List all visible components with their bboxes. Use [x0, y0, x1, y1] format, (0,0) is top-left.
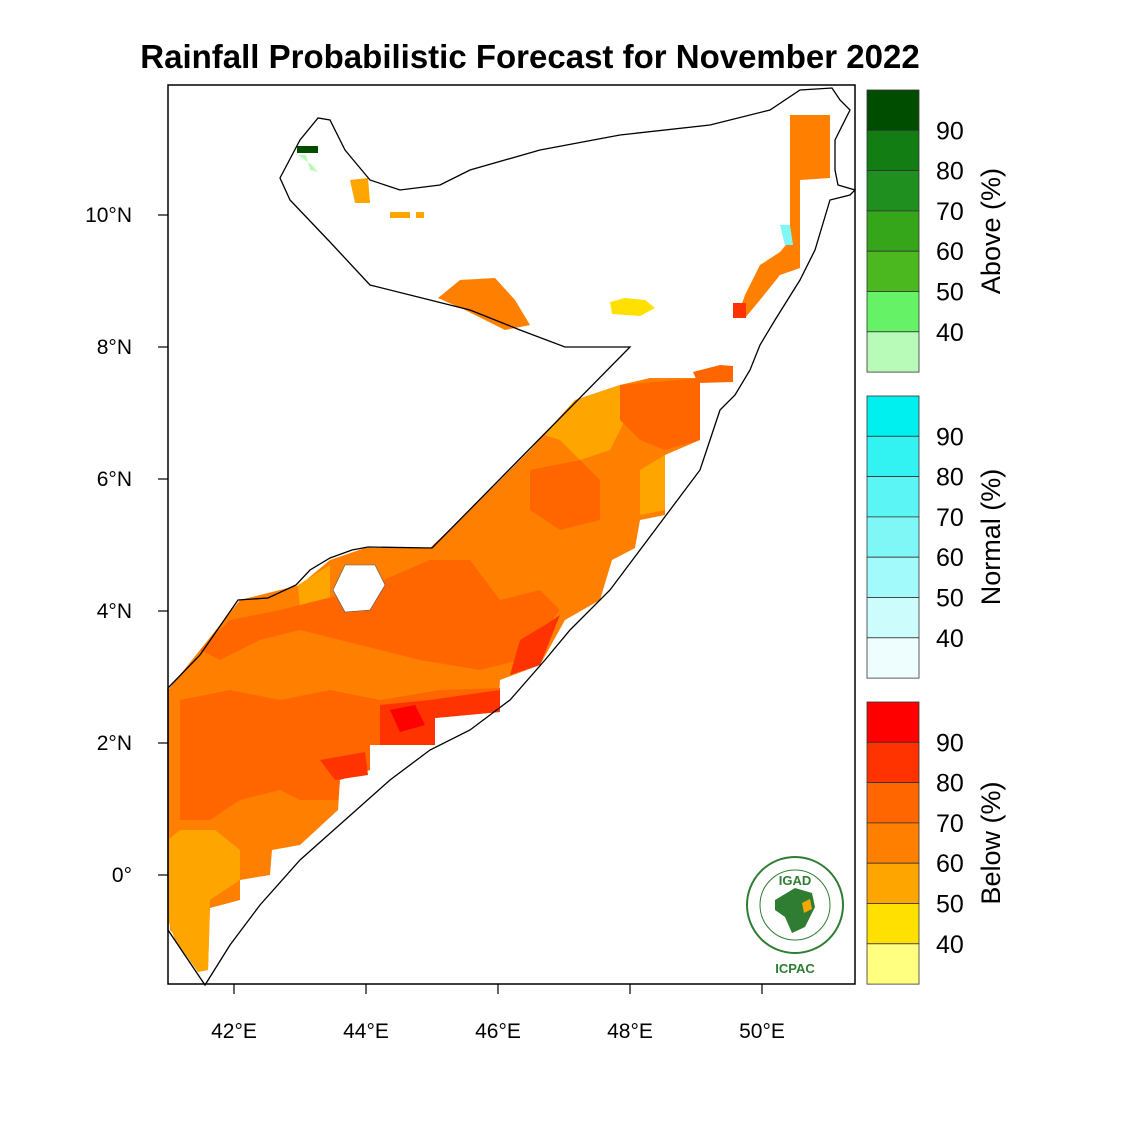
legend-1: 90 80 70 60 50 40 Normal (%) — [866, 395, 1006, 679]
below-60-70-north-patch — [438, 278, 530, 330]
legend-level-label: 70 — [936, 198, 964, 226]
legend-level-label: 50 — [936, 585, 964, 613]
legend-swatch — [866, 556, 920, 598]
below-60-70-region — [168, 378, 700, 972]
legend-level-label: 40 — [936, 319, 964, 347]
below-80-90-patch-3 — [320, 752, 368, 780]
legend-swatch — [866, 291, 920, 333]
enclave-outline — [332, 564, 386, 613]
below-50-60-patch-west — [168, 830, 240, 972]
map-title: Rainfall Probabilistic Forecast for Nove… — [140, 38, 920, 75]
legends: 90 80 70 60 50 40 Above (%) 90 80 70 60 50 40 Normal … — [866, 89, 1006, 985]
logo-org: ICPAC — [775, 961, 815, 976]
above-40-50-patch — [298, 155, 318, 172]
below-50-60-north-small-1 — [350, 178, 370, 203]
lon-tick-label: 48°E — [607, 1020, 653, 1043]
legend-level-label: 90 — [936, 117, 964, 145]
legend-level-label: 60 — [936, 850, 964, 878]
below-70-80-patch-center — [530, 460, 600, 530]
map-frame — [167, 84, 856, 985]
legend-swatch — [866, 701, 920, 743]
forecast-shading — [168, 115, 830, 972]
lat-ticks: 10°N 8°N 6°N 4°N 2°N 0° — [85, 204, 168, 887]
legend-swatch — [866, 862, 920, 904]
lon-tick-label: 42°E — [211, 1020, 257, 1043]
legend-level-label: 60 — [936, 544, 964, 572]
legend-title: Normal (%) — [976, 469, 1006, 606]
logo-name: IGAD — [779, 873, 812, 888]
below-50-60-north-small-3 — [416, 212, 424, 218]
legend-swatch — [866, 476, 920, 518]
above-90-patch — [297, 146, 318, 153]
lon-tick-label: 44°E — [343, 1020, 389, 1043]
below-90-patch — [390, 705, 425, 732]
legend-swatch — [866, 250, 920, 292]
legend-level-label: 80 — [936, 158, 964, 186]
lat-tick-label: 4°N — [97, 600, 132, 623]
legend-level-label: 80 — [936, 770, 964, 798]
legend-0: 90 80 70 60 50 40 Above (%) — [866, 89, 1006, 373]
lat-tick-label: 6°N — [97, 468, 132, 491]
legend-swatch — [866, 637, 920, 679]
lat-tick-label: 0° — [112, 864, 132, 887]
legend-swatch — [866, 210, 920, 252]
legend-level-label: 80 — [936, 464, 964, 492]
below-60-70-northeast-strip — [738, 115, 830, 318]
normal-50-60-patch — [780, 225, 793, 245]
legend-swatch — [866, 170, 920, 212]
legend-level-label: 60 — [936, 238, 964, 266]
legend-2: 90 80 70 60 50 40 Below (%) — [866, 701, 1006, 985]
lon-tick-label: 50°E — [739, 1020, 785, 1043]
legend-swatch — [866, 516, 920, 558]
legend-swatch — [866, 331, 920, 373]
legend-level-label: 50 — [936, 891, 964, 919]
legend-swatch — [866, 435, 920, 477]
enclave-no-forecast — [333, 565, 385, 612]
legend-level-label: 40 — [936, 931, 964, 959]
legend-swatch — [866, 782, 920, 824]
below-70-80-band-middle — [200, 560, 560, 670]
legend-level-label: 40 — [936, 625, 964, 653]
legend-swatch — [866, 741, 920, 783]
lat-tick-label: 2°N — [97, 732, 132, 755]
legend-swatch — [866, 822, 920, 864]
below-80-90-patch-2 — [510, 615, 560, 675]
legend-swatch — [866, 129, 920, 172]
legend-title: Below (%) — [976, 782, 1006, 905]
legend-level-label: 90 — [936, 423, 964, 451]
below-50-60-patch-east — [640, 455, 665, 515]
legend-level-label: 70 — [936, 504, 964, 532]
legend-swatch — [866, 943, 920, 985]
legend-level-label: 50 — [936, 279, 964, 307]
country-outline — [167, 87, 857, 987]
legend-level-label: 90 — [936, 729, 964, 757]
legend-swatch — [866, 903, 920, 945]
lat-tick-label: 10°N — [85, 204, 132, 227]
lat-tick-label: 8°N — [97, 336, 132, 359]
legend-level-label: 70 — [936, 810, 964, 838]
lon-ticks: 42°E 44°E 46°E 48°E 50°E — [211, 984, 785, 1043]
legend-title: Above (%) — [976, 168, 1006, 294]
below-70-80-coastal-strip — [693, 365, 733, 383]
below-50-60-patch-west2 — [298, 565, 330, 608]
lon-tick-label: 46°E — [475, 1020, 521, 1043]
below-80-90-northeast-patch — [733, 303, 746, 318]
below-40-50-north-patch — [610, 298, 655, 316]
below-50-60-patch-north — [545, 385, 625, 460]
igad-logo: IGAD ICPAC — [740, 855, 850, 980]
below-70-80-band-north — [620, 378, 700, 450]
legend-swatch — [866, 89, 920, 131]
below-50-60-north-small-2 — [390, 212, 410, 218]
legend-swatch — [866, 395, 920, 437]
legend-swatch — [866, 597, 920, 639]
below-80-90-patch-1 — [380, 690, 500, 745]
